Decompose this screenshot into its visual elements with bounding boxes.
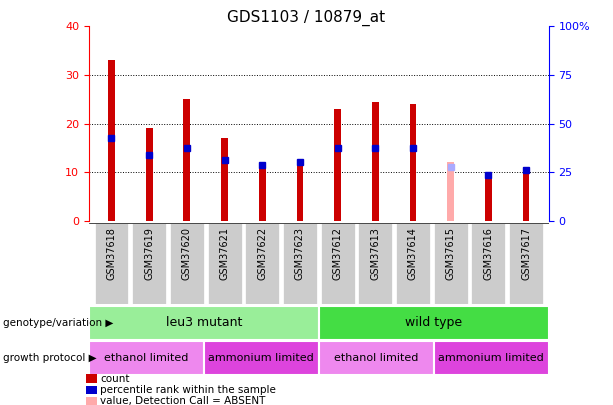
Text: GSM37622: GSM37622 [257,227,267,280]
Bar [94,223,129,304]
Text: GSM37623: GSM37623 [295,227,305,280]
Text: GSM37612: GSM37612 [333,227,343,280]
Bar [523,167,530,221]
Bar [89,341,204,375]
Bar [409,104,416,221]
Bar [372,102,379,221]
Bar [283,223,317,304]
Bar [259,167,265,221]
Text: GSM37616: GSM37616 [483,227,493,280]
Bar [434,223,468,304]
Bar [297,162,303,221]
Text: ethanol limited: ethanol limited [334,353,419,363]
Text: value, Detection Call = ABSENT: value, Detection Call = ABSENT [100,396,265,405]
Bar [485,177,492,221]
Bar [89,306,319,340]
Bar [132,223,166,304]
Bar [434,341,549,375]
Bar [396,223,430,304]
Text: count: count [100,374,129,384]
Bar [221,138,228,221]
Bar [170,223,204,304]
Bar [509,223,543,304]
Bar [204,341,319,375]
Bar [183,99,190,221]
Bar [319,341,434,375]
Text: genotype/variation ▶: genotype/variation ▶ [3,318,113,328]
Bar [208,223,242,304]
Text: GSM37620: GSM37620 [182,227,192,280]
Bar [146,128,153,221]
Text: GSM37619: GSM37619 [144,227,154,280]
Bar [245,223,279,304]
Bar [471,223,505,304]
Bar [108,60,115,221]
Text: ammonium limited: ammonium limited [208,353,314,363]
Bar [321,223,354,304]
Text: GSM37617: GSM37617 [521,227,531,280]
Text: GSM37613: GSM37613 [370,227,380,280]
Text: GSM37614: GSM37614 [408,227,418,280]
Text: GDS1103 / 10879_at: GDS1103 / 10879_at [227,10,386,26]
Text: GSM37615: GSM37615 [446,227,455,280]
Bar [334,109,341,221]
Text: wild type: wild type [405,316,462,330]
Text: percentile rank within the sample: percentile rank within the sample [100,385,276,395]
Text: GSM37618: GSM37618 [107,227,116,280]
Text: GSM37621: GSM37621 [219,227,229,280]
Bar [319,306,549,340]
Bar [359,223,392,304]
Bar [447,162,454,221]
Text: ethanol limited: ethanol limited [104,353,189,363]
Text: growth protocol ▶: growth protocol ▶ [3,353,97,363]
Text: leu3 mutant: leu3 mutant [166,316,242,330]
Text: ammonium limited: ammonium limited [438,353,544,363]
